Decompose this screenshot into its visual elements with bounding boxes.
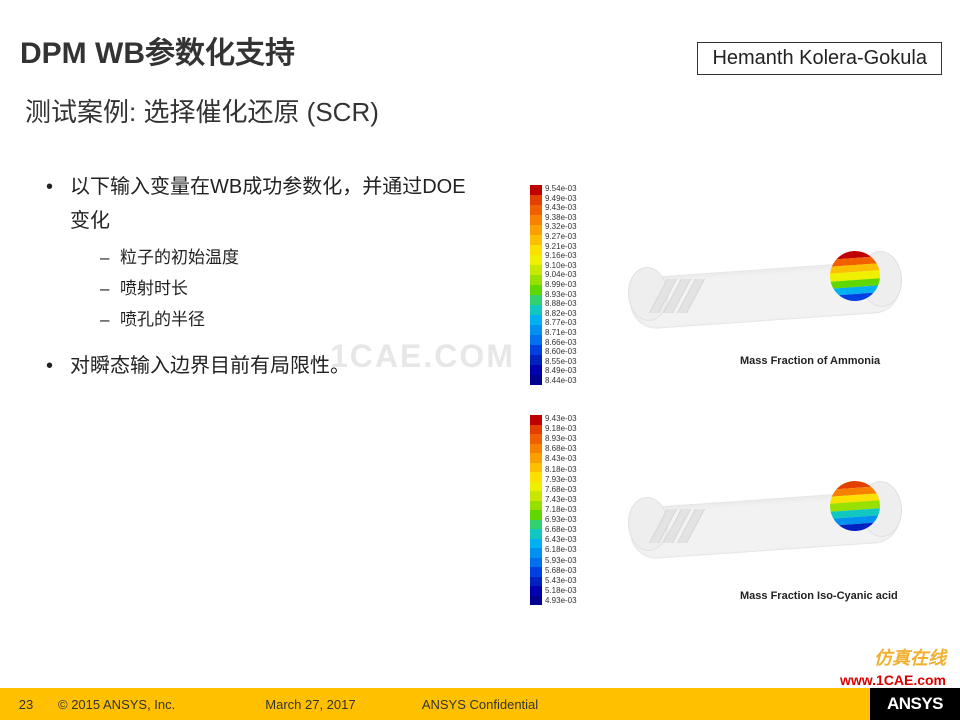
caption-isocyanic: Mass Fraction Iso-Cyanic acid xyxy=(740,590,898,602)
slide-title: DPM WB参数化支持 xyxy=(20,28,295,72)
sub-bullet-item: 喷射时长 xyxy=(100,275,480,304)
caption-ammonia: Mass Fraction of Ammonia xyxy=(740,355,880,367)
watermark-cn: 仿真在线 xyxy=(874,644,946,670)
bullet-item: 对瞬态输入边界目前有局限性。 xyxy=(40,349,480,383)
legend-isocyanic: 9.43e-039.18e-038.93e-038.68e-038.43e-03… xyxy=(530,415,577,605)
viz-isocyanic xyxy=(630,475,930,565)
ansys-logo: ANSYS xyxy=(870,688,960,720)
figure-isocyanic: 9.43e-039.18e-038.93e-038.68e-038.43e-03… xyxy=(530,415,940,615)
copyright: © 2015 ANSYS, Inc. xyxy=(58,697,175,712)
viz-ammonia xyxy=(630,245,930,335)
author-box: Hemanth Kolera-Gokula xyxy=(697,42,942,75)
content-block: 以下输入变量在WB成功参数化，并通过DOE变化粒子的初始温度喷射时长喷孔的半径对… xyxy=(40,170,480,397)
page-number: 23 xyxy=(0,697,52,712)
confidential-label: ANSYS Confidential xyxy=(422,697,538,712)
bullet-item: 以下输入变量在WB成功参数化，并通过DOE变化粒子的初始温度喷射时长喷孔的半径 xyxy=(40,170,480,335)
figure-ammonia: 9.54e-039.49e-039.43e-039.38e-039.32e-03… xyxy=(530,185,940,385)
sub-bullet-item: 喷孔的半径 xyxy=(100,306,480,335)
footer-bar: 23 © 2015 ANSYS, Inc. March 27, 2017 ANS… xyxy=(0,688,960,720)
footer-date: March 27, 2017 xyxy=(265,697,355,712)
watermark-url: www.1CAE.com xyxy=(840,672,946,688)
sub-bullet-item: 粒子的初始温度 xyxy=(100,244,480,273)
legend-ammonia: 9.54e-039.49e-039.43e-039.38e-039.32e-03… xyxy=(530,185,577,385)
slide-subtitle: 测试案例: 选择催化还原 (SCR) xyxy=(25,92,379,129)
